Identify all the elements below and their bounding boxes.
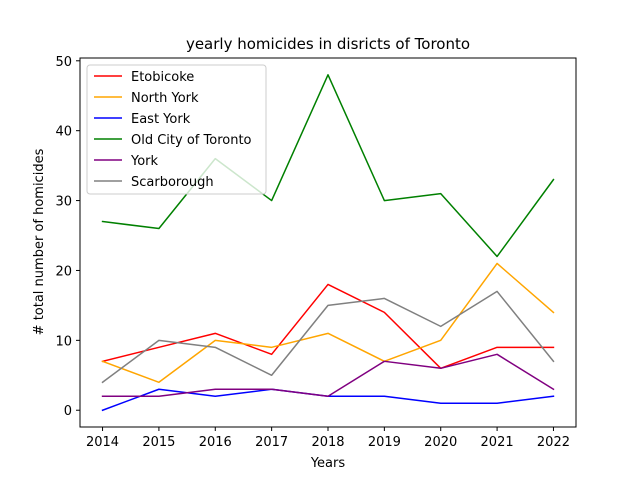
ticks-layer: 2014 2015 2016 2017 2018 2019 2020 2021 2022 0 10 2… — [55, 55, 570, 450]
series-line-york — [101, 353, 555, 397]
x-tick-label: 2021 — [481, 435, 514, 450]
plot-area-frame — [79, 57, 577, 428]
legend-label-etobicoke: Etobicoke — [131, 70, 194, 85]
y-tick-label: 50 — [55, 55, 72, 70]
x-tick-label: 2020 — [424, 435, 457, 450]
legend-frame — [86, 64, 267, 195]
legend-label-old-city-of-toronto: Old City of Toronto — [131, 133, 252, 148]
y-tick-label: 10 — [55, 334, 72, 349]
y-tick-label: 20 — [55, 264, 72, 279]
x-tick-label: 2018 — [311, 435, 344, 450]
legend-label-east-york: East York — [131, 112, 191, 127]
x-tick-label: 2015 — [142, 435, 175, 450]
x-tick-label: 2019 — [368, 435, 401, 450]
y-axis-label: # total number of homicides — [32, 148, 47, 335]
series-line-scarborough — [101, 290, 555, 384]
chart-title: yearly homicides in disricts of Toronto — [186, 35, 470, 53]
y-tick-label: 0 — [64, 404, 72, 419]
x-tick-label: 2016 — [199, 435, 232, 450]
x-tick-label: 2014 — [86, 435, 119, 450]
legend-label-north-york: North York — [131, 91, 199, 106]
y-tick-label: 40 — [55, 125, 72, 140]
y-tick-label: 30 — [55, 195, 72, 210]
legend-label-york: York — [130, 154, 159, 169]
legend-label-scarborough: Scarborough — [131, 175, 214, 190]
series-line-north-york — [101, 262, 555, 384]
x-axis-label: Years — [310, 456, 346, 471]
series-layer — [101, 74, 555, 412]
x-tick-label: 2017 — [255, 435, 288, 450]
legend: Etobicoke North York East York Old City of … — [86, 64, 267, 195]
x-tick-label: 2022 — [537, 435, 570, 450]
series-line-old-city-of-toronto — [101, 74, 555, 258]
